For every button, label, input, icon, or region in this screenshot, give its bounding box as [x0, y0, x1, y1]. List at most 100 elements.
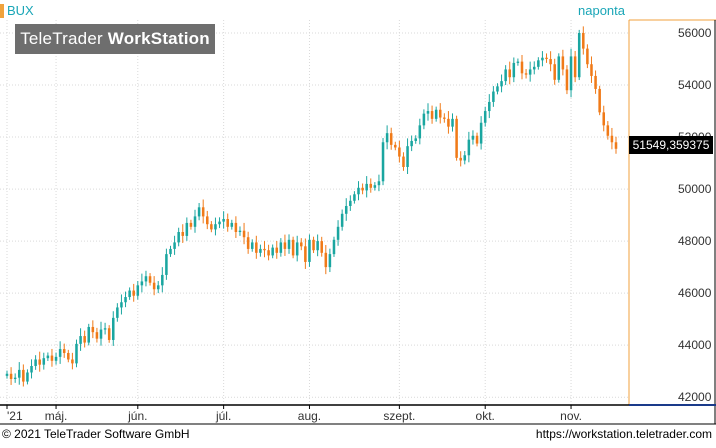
candle-body: [524, 73, 528, 75]
candle-body: [71, 359, 74, 364]
candle-body: [38, 359, 41, 365]
candle-body: [553, 64, 556, 80]
candle-body: [218, 221, 221, 225]
candle-body: [418, 125, 422, 139]
candle-body: [320, 241, 323, 253]
candle-body: [263, 248, 266, 251]
candle-body: [95, 332, 99, 339]
candle-body: [520, 61, 524, 74]
candle-body: [103, 328, 107, 330]
candle-body: [300, 242, 303, 247]
candle-body: [279, 242, 283, 253]
candle-body: [545, 57, 548, 60]
candle-body: [463, 155, 467, 161]
candle-body: [516, 61, 520, 63]
candle-body: [107, 328, 111, 340]
candle-body: [598, 88, 601, 113]
candle-body: [410, 140, 413, 147]
logo-text-1: TeleTrader: [20, 29, 103, 48]
candle-body: [402, 156, 405, 167]
candle-body: [573, 56, 577, 78]
candle-body: [291, 239, 295, 256]
candle-body: [156, 285, 160, 290]
candle-body: [148, 276, 152, 283]
candle-body: [316, 241, 319, 251]
x-tick-label: jún.: [127, 409, 147, 423]
candle-body: [124, 297, 127, 303]
candle-body: [112, 317, 115, 340]
source-url[interactable]: https://workstation.teletrader.com: [535, 427, 712, 441]
x-tick-label: aug.: [298, 409, 321, 423]
candle-body: [602, 112, 606, 126]
y-tick-label: 50000: [678, 182, 712, 196]
candle-body: [414, 138, 417, 141]
candle-body: [434, 109, 438, 119]
candle-body: [54, 356, 58, 361]
candle-body: [532, 66, 536, 70]
last-price-tag: 51549,359375: [629, 136, 713, 154]
candle-body: [173, 242, 176, 249]
candle-body: [528, 69, 532, 75]
candle-body: [30, 365, 33, 373]
y-tick-label: 48000: [678, 234, 712, 248]
candle-body: [430, 111, 434, 119]
x-tick-label: júl.: [215, 409, 231, 423]
candle-body: [349, 200, 352, 206]
candle-body: [246, 237, 250, 249]
teletrader-logo: TeleTrader WorkStation: [15, 24, 215, 54]
candle-body: [250, 242, 254, 249]
candle-body: [79, 336, 82, 344]
candles: [5, 26, 618, 387]
candle-body: [13, 377, 17, 379]
candle-body: [614, 142, 618, 149]
candle-body: [455, 118, 458, 158]
candle-body: [234, 222, 238, 233]
candle-body: [479, 122, 483, 144]
candle-body: [475, 135, 479, 144]
candle-body: [512, 62, 516, 78]
candle-body: [594, 75, 597, 89]
candle-body: [136, 285, 140, 296]
candle-body: [561, 56, 565, 70]
symbol-label[interactable]: BUX: [7, 3, 34, 18]
candle-body: [353, 194, 356, 201]
candle-body: [271, 247, 274, 256]
candle-body: [206, 216, 209, 225]
candle-body: [185, 222, 189, 236]
candle-body: [385, 133, 389, 143]
candle-body: [255, 242, 258, 253]
candle-body: [304, 246, 307, 262]
candle-body: [451, 118, 454, 127]
candle-body: [5, 373, 9, 376]
candle-body: [471, 135, 475, 140]
candle-body: [287, 239, 291, 249]
x-tick-label: okt.: [476, 409, 495, 423]
period-label[interactable]: naponta: [578, 3, 625, 18]
candle-body: [340, 213, 344, 227]
y-tick-label: 42000: [678, 390, 712, 404]
candle-body: [324, 252, 328, 268]
candle-body: [483, 111, 487, 123]
candle-body: [492, 91, 495, 102]
candle-body: [267, 250, 270, 256]
candle-body: [389, 133, 393, 145]
candle-body: [373, 185, 377, 188]
candle-body: [336, 226, 340, 240]
candle-body: [447, 118, 450, 127]
candle-body: [197, 207, 201, 217]
candle-body: [26, 372, 29, 382]
candle-body: [259, 248, 262, 253]
candle-body: [344, 205, 348, 214]
candle-body: [537, 60, 540, 67]
candle-body: [610, 135, 614, 143]
candle-body: [467, 139, 471, 156]
candle-body: [577, 33, 581, 78]
x-tick-label: nov.: [560, 409, 582, 423]
y-tick-label: 56000: [678, 26, 712, 40]
candle-body: [496, 86, 499, 92]
candle-body: [128, 290, 131, 298]
candle-body: [459, 157, 462, 161]
candle-body: [140, 281, 144, 286]
candle-body: [152, 282, 156, 290]
